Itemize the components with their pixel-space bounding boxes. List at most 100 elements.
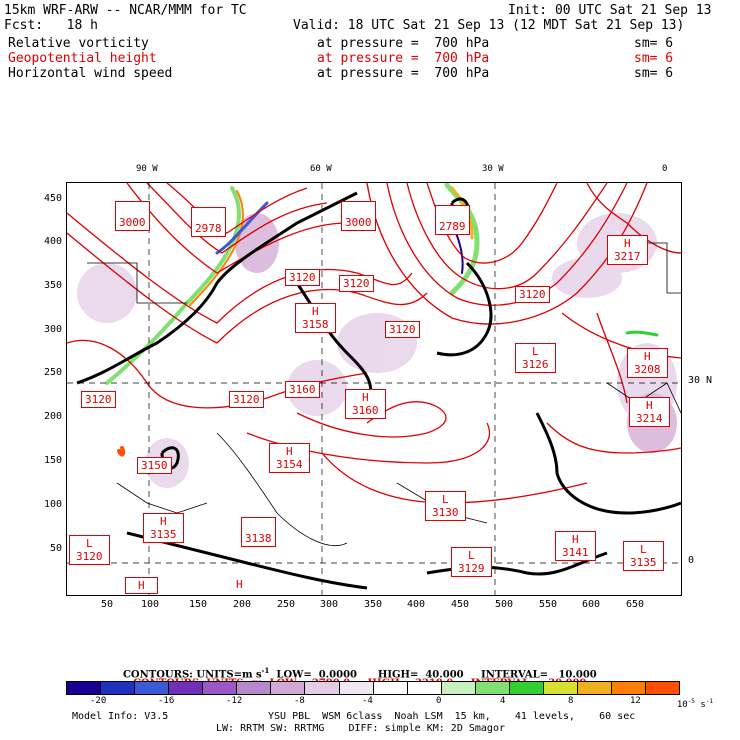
y-tick-200: 200 bbox=[43, 411, 62, 422]
cbar-label: -16 bbox=[158, 696, 175, 706]
physics-line-2: LW: RRTM SW: RRTMG DIFF: simple KM: 2D S… bbox=[216, 723, 505, 734]
hl-label: H 3208 bbox=[627, 348, 668, 378]
colorbar-swatch bbox=[576, 682, 611, 694]
map-panel: 3000 2978 3000 2789 H 3217 3120 3120 3120… bbox=[66, 182, 682, 596]
colorbar-swatch bbox=[236, 682, 271, 694]
cbar-label: 4 bbox=[500, 696, 506, 706]
colorbar-swatch bbox=[134, 682, 169, 694]
hl-label: H 3135 bbox=[143, 513, 184, 543]
colorbar-swatch bbox=[304, 682, 339, 694]
hl-label: 3000 bbox=[115, 201, 150, 231]
vorticity-colorbar bbox=[66, 681, 680, 695]
field-name-vorticity: Relative vorticity bbox=[8, 36, 149, 51]
hl-label: L 3130 bbox=[425, 491, 466, 521]
x-tick-50: 50 bbox=[101, 599, 114, 610]
colorbar-swatch bbox=[611, 682, 646, 694]
hl-label: L 3129 bbox=[451, 547, 492, 577]
field-sm-vorticity: sm= 6 bbox=[634, 36, 674, 51]
hl-label: H 3214 bbox=[629, 397, 670, 427]
hl-label: 3120 bbox=[515, 286, 550, 303]
cbar-label: -20 bbox=[90, 696, 107, 706]
hl-label: H 3154 bbox=[269, 443, 310, 473]
hl-label: 3138 bbox=[241, 517, 276, 547]
colorbar-swatch bbox=[338, 682, 373, 694]
hl-label: L 3135 bbox=[623, 541, 664, 571]
model-info: Model Info: V3.5 bbox=[72, 711, 169, 722]
colorbar-swatch bbox=[474, 682, 509, 694]
x-tick-300: 300 bbox=[320, 599, 339, 610]
colorbar-swatch bbox=[168, 682, 203, 694]
init-time: Init: 00 UTC Sat 21 Sep 13 bbox=[508, 3, 712, 18]
colorbar-swatch bbox=[270, 682, 305, 694]
y-tick-250: 250 bbox=[43, 367, 62, 378]
x-tick-600: 600 bbox=[582, 599, 601, 610]
cbar-label: 8 bbox=[568, 696, 574, 706]
hl-label: 3120 bbox=[385, 321, 420, 338]
y-tick-150: 150 bbox=[43, 455, 62, 466]
lon-label-90w: 90 W bbox=[136, 164, 158, 174]
hl-label: 3120 bbox=[229, 391, 264, 408]
physics-line-1: YSU PBL WSM 6class Noah LSM 15 km, 41 le… bbox=[268, 711, 636, 722]
colorbar-swatch bbox=[406, 682, 441, 694]
cbar-label: -4 bbox=[362, 696, 373, 706]
y-tick-450: 450 bbox=[43, 193, 62, 204]
x-tick-350: 350 bbox=[364, 599, 383, 610]
y-tick-300: 300 bbox=[43, 324, 62, 335]
lat-label-0: 0 bbox=[688, 555, 695, 566]
vorticity-shading bbox=[77, 213, 677, 488]
hl-label: 3150 bbox=[137, 457, 172, 474]
x-tick-100: 100 bbox=[141, 599, 160, 610]
colorbar-swatch bbox=[100, 682, 135, 694]
x-tick-250: 250 bbox=[277, 599, 296, 610]
contour-info-wind: CONTOURS: UNITS=m s-1 LOW= 0.0000 HIGH= … bbox=[122, 666, 597, 681]
valid-time: Valid: 18 UTC Sat 21 Sep 13 (12 MDT Sat … bbox=[293, 18, 685, 33]
x-tick-650: 650 bbox=[626, 599, 645, 610]
colorbar-swatch bbox=[67, 682, 101, 694]
field-level-height: at pressure = 700 hPa bbox=[317, 51, 490, 66]
y-tick-50: 50 bbox=[49, 543, 62, 554]
colorbar-swatch bbox=[202, 682, 237, 694]
height-contours bbox=[67, 183, 681, 504]
hl-label: 3120 bbox=[339, 275, 374, 292]
hl-label: H 3158 bbox=[295, 303, 336, 333]
cbar-label: 12 bbox=[630, 696, 641, 706]
colorbar-swatch bbox=[645, 682, 680, 694]
forecast-hour: Fcst: 18 h bbox=[4, 18, 98, 33]
y-tick-100: 100 bbox=[43, 499, 62, 510]
y-tick-400: 400 bbox=[43, 236, 62, 247]
x-tick-200: 200 bbox=[233, 599, 252, 610]
colorbar-swatch bbox=[542, 682, 577, 694]
field-level-wind: at pressure = 700 hPa bbox=[317, 66, 490, 81]
hl-label: H bbox=[125, 577, 158, 594]
lon-label-30w: 30 W bbox=[482, 164, 504, 174]
field-name-height: Geopotential height bbox=[8, 51, 157, 66]
hl-label: L 3126 bbox=[515, 343, 556, 373]
field-sm-wind: sm= 6 bbox=[634, 66, 674, 81]
hl-label: H 3217 bbox=[607, 235, 648, 265]
field-name-wind: Horizontal wind speed bbox=[8, 66, 173, 81]
x-tick-150: 150 bbox=[189, 599, 208, 610]
hl-label: 2978 bbox=[191, 207, 226, 237]
colorbar-swatch bbox=[372, 682, 407, 694]
y-tick-350: 350 bbox=[43, 280, 62, 291]
cbar-unit: 10-5 s-1 bbox=[676, 698, 713, 710]
lat-label-30n: 30 N bbox=[688, 375, 713, 386]
cbar-label: -12 bbox=[226, 696, 243, 706]
hl-label: 2789 bbox=[435, 205, 470, 235]
hl-label: H bbox=[236, 578, 243, 591]
hl-label: H 3141 bbox=[555, 531, 596, 561]
hl-label: L 3120 bbox=[69, 535, 110, 565]
x-tick-550: 550 bbox=[539, 599, 558, 610]
cbar-label: 0 bbox=[436, 696, 442, 706]
hl-label: H 3160 bbox=[345, 389, 386, 419]
hl-label: 3120 bbox=[285, 269, 320, 286]
colorbar-swatch bbox=[440, 682, 475, 694]
model-title: 15km WRF-ARW -- NCAR/MMM for TC bbox=[4, 3, 247, 18]
x-tick-400: 400 bbox=[407, 599, 426, 610]
colorbar-swatch bbox=[508, 682, 543, 694]
lon-label-0: 0 bbox=[662, 164, 668, 174]
hl-label: 3120 bbox=[81, 391, 116, 408]
lon-label-60w: 60 W bbox=[310, 164, 332, 174]
field-level-vorticity: at pressure = 700 hPa bbox=[317, 36, 490, 51]
x-tick-500: 500 bbox=[495, 599, 514, 610]
